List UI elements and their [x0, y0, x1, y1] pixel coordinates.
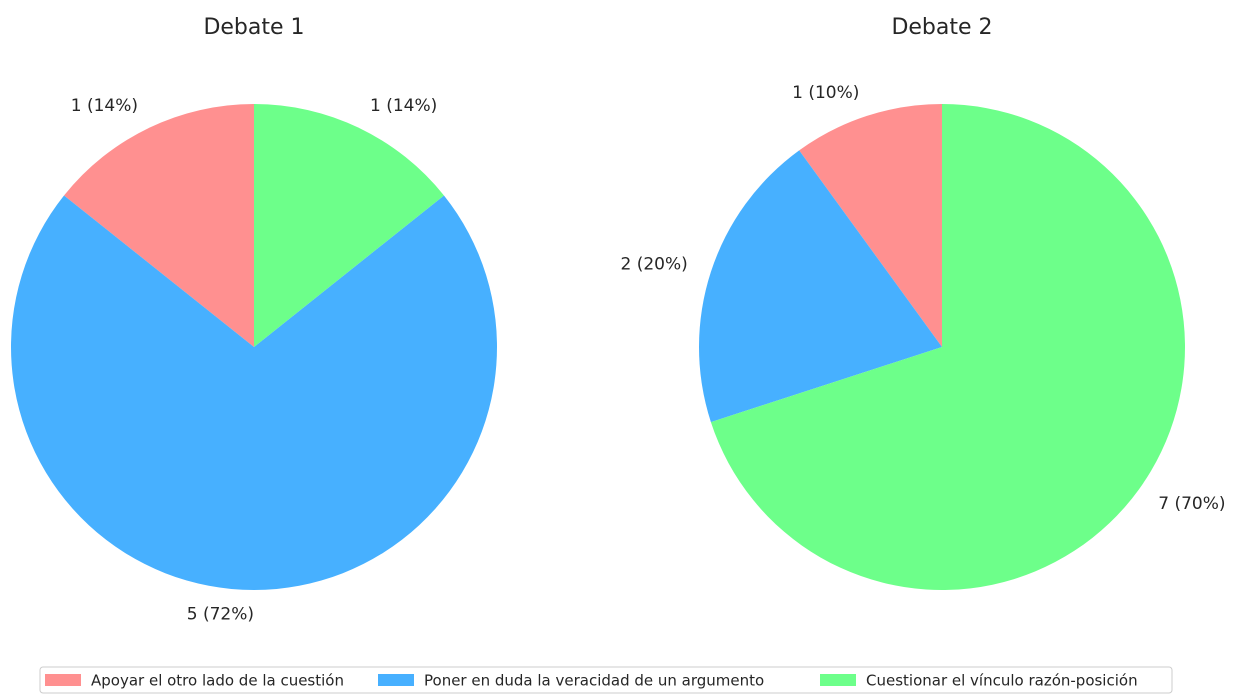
slice-label: 1 (14%): [71, 96, 138, 116]
legend-label: Apoyar el otro lado de la cuestión: [91, 672, 344, 690]
slice-label: 1 (14%): [370, 96, 437, 116]
pie-slice: [799, 104, 942, 347]
legend-swatch: [820, 674, 856, 686]
chart-title: Debate 2: [891, 15, 992, 40]
pie-slice: [10, 195, 497, 591]
pie-slice: [64, 104, 254, 347]
chart-title: Debate 1: [203, 15, 304, 40]
slice-label: 1 (10%): [792, 83, 859, 103]
slice-label: 7 (70%): [1158, 494, 1225, 514]
pie-slice: [710, 104, 1185, 591]
legend-swatch: [378, 674, 414, 686]
legend-swatch: [45, 674, 81, 686]
pie-slice: [699, 150, 942, 423]
slice-label: 2 (20%): [621, 254, 688, 274]
legend-label: Poner en duda la veracidad de un argumen…: [424, 672, 764, 690]
pie-slice: [254, 104, 444, 347]
legend-label: Cuestionar el vínculo razón-posición: [866, 672, 1138, 690]
slice-label: 5 (72%): [187, 604, 254, 624]
legend-box: [39, 666, 1173, 694]
